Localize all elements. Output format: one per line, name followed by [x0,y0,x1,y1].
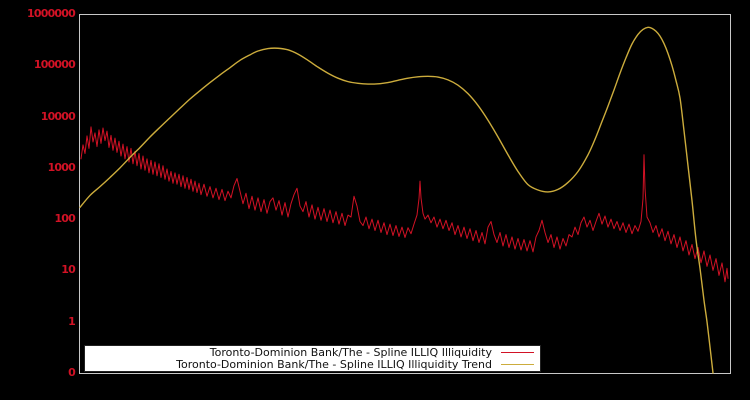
legend-item-trend: Toronto-Dominion Bank/The - Spline ILLIQ… [85,357,534,371]
y-axis-tick-label: 100000 [33,58,76,72]
legend-label-trend: Toronto-Dominion Bank/The - Spline ILLIQ… [176,357,492,371]
illiquidity-line [80,126,729,283]
legend-swatch-trend-line [501,364,534,365]
legend: Toronto-Dominion Bank/The - Spline ILLIQ… [84,345,541,372]
legend-label-illiquidity: Toronto-Dominion Bank/The - Spline ILLIQ… [209,345,492,359]
y-axis-tick-label: 0 [68,366,76,379]
legend-item-illiquidity: Toronto-Dominion Bank/The - Spline ILLIQ… [85,345,534,359]
trend-line [79,26,714,374]
legend-swatch-illiquidity-line [501,352,534,353]
y-axis-tick-label: 1 [68,314,76,328]
y-axis-tick-label: 1000 [47,160,76,174]
y-axis-tick-label: 100 [54,212,75,226]
y-axis-tick-label: 10 [61,263,76,277]
y-axis-tick-label: 10000 [40,109,76,123]
y-axis-tick-label: 1000000 [27,7,76,20]
plot-border [79,14,731,374]
